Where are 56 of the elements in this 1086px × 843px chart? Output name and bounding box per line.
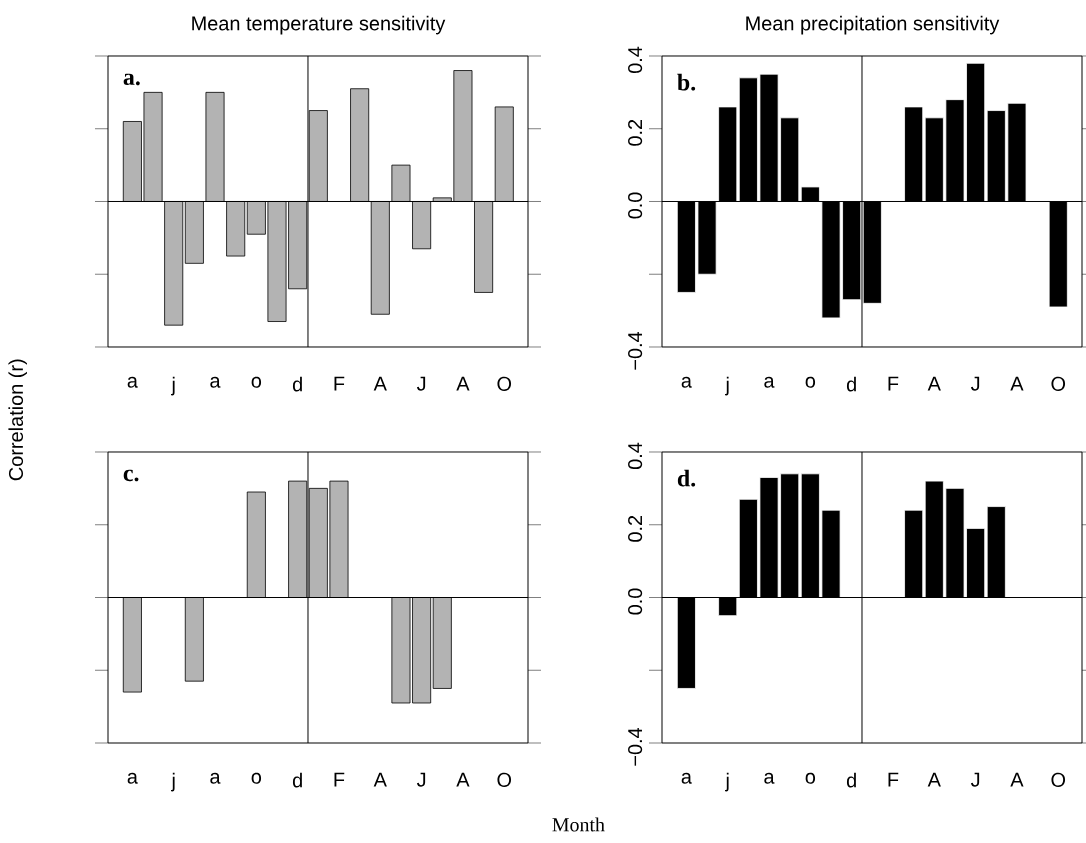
x-tick-label: A [1010,772,1024,787]
x-tick-label: d [846,376,856,392]
x-tick-label: a [681,376,692,388]
x-tick-label: A [456,772,470,787]
y-tick-label: −0.4 [628,727,643,766]
chart-title: Mean precipitation sensitivity [746,15,1000,35]
y-tick-label: 0.0 [628,588,643,615]
x-tick-label: d [292,772,302,788]
x-tick-label: O [497,772,512,787]
x-tick-label: a [681,772,692,784]
x-tick-label: A [927,376,941,391]
x-tick-label: j [171,376,175,396]
chart-title: Mean temperature sensitivity [192,15,446,35]
x-tick-label: J [416,376,426,391]
x-tick-label: A [927,772,941,787]
x-tick-label: a [127,376,138,388]
x-tick-label: F [334,376,345,391]
y-tick-label: 0.2 [628,119,643,146]
annotation: d. [677,469,696,487]
x-tick-label: A [1010,376,1024,391]
y-tick-label: 0.4 [628,442,643,470]
x-tick-label: o [805,772,816,784]
x-tick-label: F [888,376,899,391]
x-tick-label: J [970,772,980,787]
x-tick-label: A [373,376,387,391]
x-tick-label: a [764,376,775,388]
x-tick-label: j [171,772,175,792]
x-tick-label: j [725,772,729,792]
x-tick-label: F [888,772,899,787]
y-tick-label: 0.2 [628,515,643,542]
x-tick-label: O [1051,376,1066,391]
annotation: a. [123,73,140,86]
x-tick-label: A [373,772,387,787]
x-tick-label: J [970,376,980,391]
annotation: b. [677,73,696,91]
x-tick-label: a [764,772,775,784]
y-axis-title: Correlation (r) [8,359,27,481]
x-tick-label: F [334,772,345,787]
x-tick-label: d [846,772,856,788]
x-axis-title: Month [552,817,605,832]
x-tick-label: d [292,376,302,392]
x-tick-label: o [251,772,262,784]
y-tick-label: −0.4 [628,331,643,370]
annotation: c. [123,469,139,482]
x-tick-label: a [127,772,138,784]
x-tick-label: J [416,772,426,787]
x-tick-label: j [725,376,729,396]
x-tick-label: a [210,772,221,784]
x-tick-label: a [210,376,221,388]
x-tick-label: A [456,376,470,391]
x-tick-label: o [251,376,262,388]
x-tick-label: O [1051,772,1066,787]
x-tick-label: o [805,376,816,388]
y-tick-label: 0.4 [628,46,643,74]
y-tick-label: 0.0 [628,192,643,219]
x-tick-label: O [497,376,512,391]
